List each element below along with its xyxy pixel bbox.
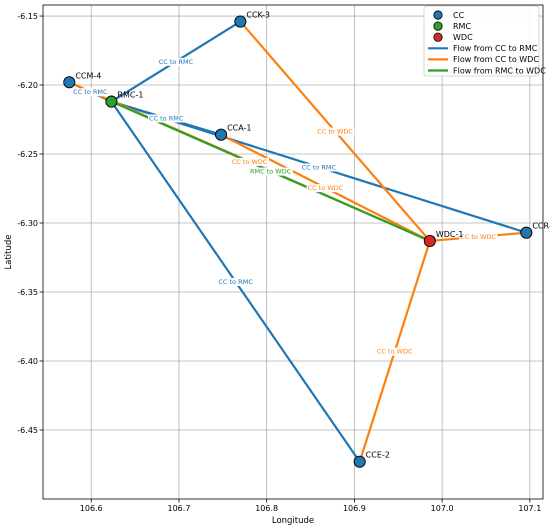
x-tick-label: 106.9: [343, 504, 366, 513]
flow-labels: CC to RMC CC to RMC CC to RMC CC to RMC CC t…: [72, 57, 498, 356]
flow-label-background: [300, 163, 338, 172]
nodes: [63, 15, 533, 468]
flow-label-background: [306, 184, 345, 193]
legend-box: [423, 5, 540, 77]
flow-label-background: [248, 167, 293, 176]
flow-label: CC to RMC: [73, 88, 108, 96]
node-marker-cce-2: [353, 455, 366, 468]
legend-marker-wdc: [433, 32, 443, 42]
flow-label: CC to RMC: [302, 163, 337, 171]
legend-label: CC: [453, 11, 465, 20]
node-label-cck-3: CCK-3: [246, 11, 270, 20]
flow-label-background: [230, 157, 269, 166]
flow-label: CC to WDC: [377, 348, 413, 356]
node-marker-cca-1: [215, 128, 228, 141]
flow-label: CC to WDC: [232, 158, 268, 166]
legend-label: Flow from CC to RMC: [453, 44, 538, 53]
node-label-ccr-5: CCR-5: [532, 222, 550, 231]
y-tick-label: -6.20: [17, 81, 38, 90]
x-axis-title: Longitude: [272, 516, 314, 526]
flow-label-background: [72, 88, 110, 97]
legend-label: WDC: [453, 33, 473, 42]
flow-label-background: [459, 233, 498, 242]
plot-background: [43, 5, 543, 499]
legend-label: Flow from CC to WDC: [453, 55, 539, 64]
flow-label-background: [157, 57, 195, 66]
node-label-rmc-1: RMC-1: [117, 91, 143, 100]
flow-label: CC to RMC: [218, 278, 253, 286]
node-marker-ccm-4: [63, 76, 76, 89]
flow-label-background: [148, 114, 185, 123]
x-tick-label: 107.0: [431, 504, 454, 513]
node-label-cce-2: CCE-2: [366, 451, 390, 460]
x-tick-label: 106.8: [255, 504, 278, 513]
plot-frame: [42, 4, 544, 500]
node-marker-rmc-1: [105, 95, 118, 108]
flow-label-background: [375, 347, 415, 356]
y-tick-label: -6.25: [17, 150, 38, 159]
node-labels: CCK-3 CCM-4 RMC-1 CCA-1 CCR-5 WDC-1 CCE-2: [75, 11, 550, 460]
legend: CC RMC WDC Flow from CC to RMC Flow from CC …: [423, 5, 546, 77]
y-tick-label: -6.30: [17, 219, 38, 228]
grid: [43, 5, 543, 499]
flow-label: CC to WDC: [317, 128, 353, 136]
legend-marker-rmc: [433, 21, 443, 31]
x-tick-label: 107.1: [518, 504, 541, 513]
node-marker-wdc-1: [423, 234, 436, 248]
flow-label: CC to WDC: [308, 184, 344, 192]
node-marker-cck-3: [234, 15, 247, 28]
y-axis-title: Latitude: [4, 235, 14, 270]
node-label-cca-1: CCA-1: [227, 124, 251, 133]
flow-label: CC to WDC: [460, 233, 496, 241]
flow-label: RMC to WDC: [250, 168, 292, 176]
flow-label: CC to RMC: [149, 114, 184, 122]
flow-label-background: [217, 277, 255, 286]
flow-label: CC to RMC: [159, 58, 194, 66]
x-tick-label: 106.7: [168, 504, 191, 513]
node-marker-ccr-5: [520, 226, 533, 239]
legend-marker-cc: [433, 10, 443, 20]
legend-label: RMC: [453, 22, 471, 31]
y-tick-label: -6.15: [17, 12, 38, 21]
x-tick-label: 106.6: [80, 504, 103, 513]
flow-label-background: [316, 127, 355, 136]
y-tick-label: -6.45: [17, 426, 38, 435]
y-tick-label: -6.40: [17, 357, 38, 366]
y-tick-label: -6.35: [17, 288, 38, 297]
node-label-ccm-4: CCM-4: [75, 71, 101, 80]
legend-label: Flow from RMC to WDC: [453, 66, 546, 75]
node-label-wdc-1: WDC-1: [436, 230, 464, 239]
axis-ticks: 106.6 106.7 106.8 106.9 107.0 107.1 -6.15 -6.20…: [17, 12, 541, 513]
